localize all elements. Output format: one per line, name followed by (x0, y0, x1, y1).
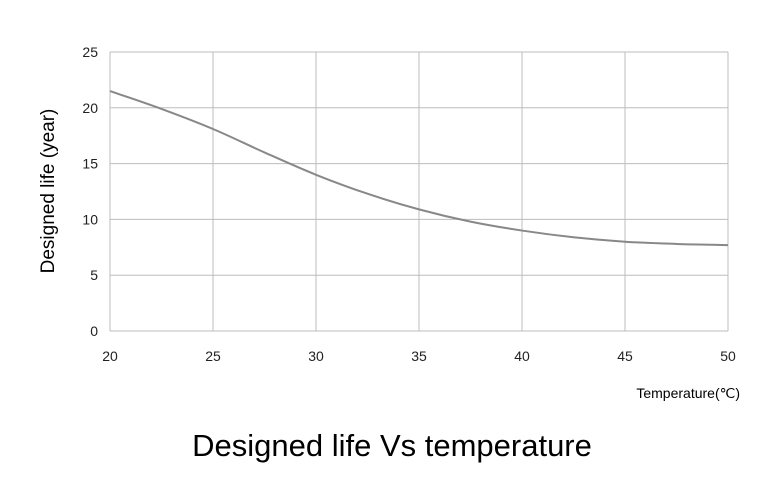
y-tick-label: 20 (82, 100, 98, 116)
chart-grid (109, 51, 729, 332)
y-tick-label: 5 (90, 267, 98, 283)
x-tick-label: 35 (411, 348, 427, 364)
series-lines (109, 90, 729, 247)
x-tick-labels: 20 25 30 35 40 45 50 (102, 348, 736, 364)
chart-title: Designed life Vs temperature (192, 428, 592, 463)
y-axis-label: Designed life (year) (38, 109, 59, 274)
y-tick-labels: 0 5 10 15 20 25 (82, 44, 98, 339)
x-tick-label: 20 (102, 348, 118, 364)
x-tick-label: 45 (617, 348, 633, 364)
x-tick-label: 50 (720, 348, 736, 364)
series-line (109, 90, 729, 247)
chart: 0 5 10 15 20 25 20 25 30 35 40 45 50 Designed life … (38, 44, 740, 401)
y-tick-label: 0 (90, 323, 98, 339)
x-axis-label: Temperature(℃) (636, 385, 740, 401)
x-tick-label: 30 (308, 348, 324, 364)
y-tick-label: 10 (82, 211, 98, 227)
y-tick-label: 25 (82, 44, 98, 60)
y-tick-label: 15 (82, 156, 98, 172)
x-tick-label: 40 (514, 348, 530, 364)
x-tick-label: 25 (205, 348, 221, 364)
